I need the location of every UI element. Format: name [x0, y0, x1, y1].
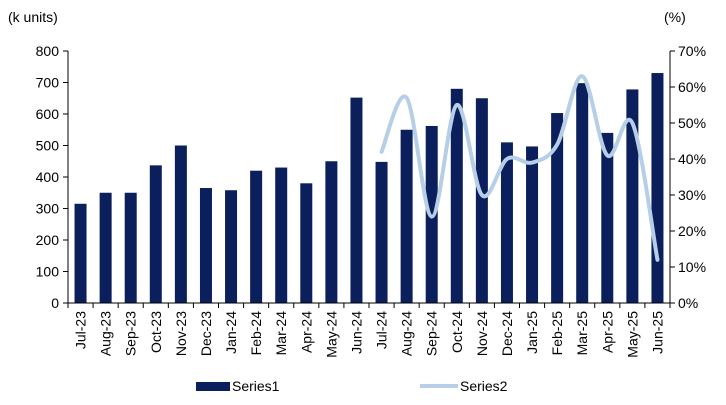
line-series [379, 74, 660, 262]
left-tick-label: 700 [36, 75, 60, 91]
x-tick-label: Feb-24 [248, 311, 264, 356]
right-tick-label: 40% [678, 151, 706, 167]
bar [99, 192, 112, 303]
bar [275, 167, 288, 303]
right-axis-unit-label: (%) [664, 9, 686, 25]
bar [651, 73, 664, 303]
x-tick-label: May-25 [624, 311, 640, 358]
x-tick-label: Jan-25 [524, 311, 540, 354]
legend-label-series1: Series1 [232, 378, 280, 394]
right-tick-label: 50% [678, 115, 706, 131]
x-tick-label: Jun-24 [348, 311, 364, 354]
x-tick-label: Mar-24 [273, 311, 289, 356]
bar [500, 142, 513, 303]
left-tick-label: 500 [36, 138, 60, 154]
right-tick-label: 70% [678, 43, 706, 59]
x-tick-label: May-24 [323, 311, 339, 358]
bar [450, 88, 463, 303]
left-tick-label: 300 [36, 201, 60, 217]
series2-line [379, 74, 660, 262]
x-tick-label: Dec-24 [499, 311, 515, 356]
bar [300, 183, 313, 303]
x-tick-label: Sep-23 [123, 311, 139, 356]
left-axis-unit-label: (k units) [8, 9, 58, 25]
bar [174, 145, 187, 303]
left-tick-label: 600 [36, 106, 60, 122]
bar [325, 161, 338, 303]
bar [375, 161, 388, 303]
left-tick-label: 400 [36, 169, 60, 185]
x-tick-label: Dec-23 [198, 311, 214, 356]
legend-swatch-series1 [196, 382, 230, 391]
legend-label-series2: Series2 [460, 378, 508, 394]
x-tick-label: Feb-25 [549, 311, 565, 356]
x-tick-label: Nov-24 [474, 311, 490, 356]
x-tick-label: Aug-24 [399, 311, 415, 356]
bar [250, 170, 263, 303]
bar [149, 165, 162, 303]
x-tick-label: Jan-24 [223, 311, 239, 354]
right-axis-ticks: 0% 10% 20% 30% 40% 50% 60% 70% [670, 43, 706, 311]
left-axis-ticks: 0 100 200 300 400 500 600 700 800 [36, 43, 68, 311]
x-tick-label: Oct-23 [148, 311, 164, 353]
x-tick-label: Apr-25 [599, 311, 615, 353]
x-tick-label: Mar-25 [574, 311, 590, 356]
bar [626, 89, 639, 304]
bar [124, 192, 137, 303]
bar [350, 97, 363, 304]
x-tick-label: Jul-24 [374, 311, 390, 349]
x-axis-ticks: Jul-23 Aug-23 Sep-23 Oct-23 Nov-23 Dec-23 Jan-… [67, 303, 671, 358]
bar [475, 98, 488, 303]
bar [576, 83, 589, 303]
left-tick-label: 100 [36, 264, 60, 280]
left-tick-label: 800 [36, 43, 60, 59]
right-tick-label: 0% [678, 295, 698, 311]
x-tick-label: Jun-25 [649, 311, 665, 354]
bar [199, 188, 212, 303]
x-tick-label: Nov-23 [173, 311, 189, 356]
bar [526, 146, 539, 303]
right-tick-label: 30% [678, 187, 706, 203]
bar [400, 129, 413, 303]
x-tick-label: Apr-24 [298, 311, 314, 353]
bar-series [74, 73, 664, 304]
x-tick-label: Sep-24 [424, 311, 440, 356]
right-tick-label: 20% [678, 223, 706, 239]
left-tick-label: 200 [36, 232, 60, 248]
right-tick-label: 60% [678, 79, 706, 95]
bar [601, 132, 614, 303]
bar [551, 113, 564, 304]
x-tick-label: Jul-23 [73, 311, 89, 349]
bar [74, 203, 87, 303]
legend: Series1 Series2 [196, 378, 508, 394]
right-tick-label: 10% [678, 259, 706, 275]
x-tick-label: Oct-24 [449, 311, 465, 353]
bar [225, 190, 238, 303]
x-tick-label: Aug-23 [98, 311, 114, 356]
left-tick-label: 0 [51, 295, 59, 311]
